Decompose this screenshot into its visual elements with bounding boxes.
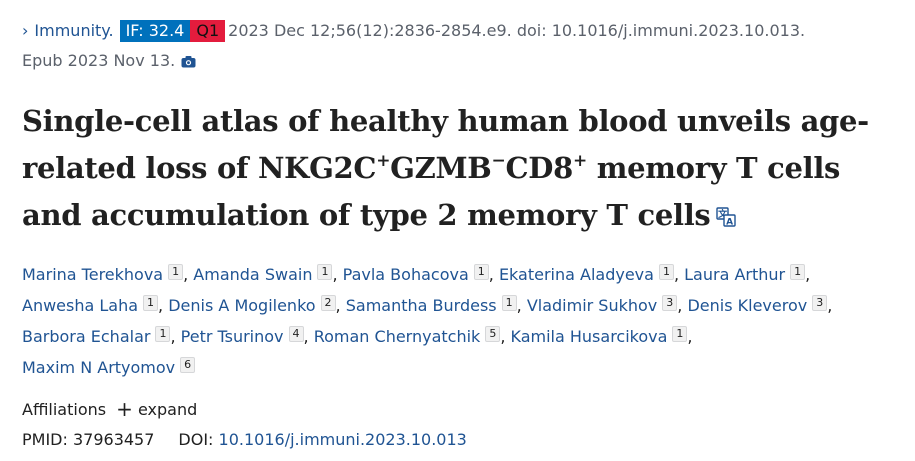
- doi-link[interactable]: 10.1016/j.immuni.2023.10.013: [218, 430, 467, 449]
- title-text-4: memory T cells and accumulation of type …: [22, 151, 841, 232]
- affiliation-number[interactable]: 1: [658, 264, 674, 280]
- author-item: Marina Terekhova 1,: [22, 264, 189, 284]
- pmid: PMID: 37963457: [22, 430, 155, 449]
- author-link[interactable]: Maxim N Artyomov: [22, 358, 176, 377]
- journal-link[interactable]: Immunity.: [34, 21, 114, 40]
- doi-label: DOI:: [178, 430, 214, 449]
- affiliation-number[interactable]: 1: [672, 326, 688, 342]
- author-item: Denis A Mogilenko 2,: [168, 295, 341, 315]
- affiliation-number[interactable]: 1: [143, 295, 159, 311]
- article-title: Single-cell atlas of healthy human blood…: [22, 98, 902, 241]
- affiliation-number[interactable]: 1: [473, 264, 489, 280]
- title-text-3: CD8: [505, 151, 573, 185]
- author-link[interactable]: Samantha Burdess: [345, 296, 497, 315]
- author-link[interactable]: Denis Kleverov: [687, 296, 808, 315]
- author-item: Ekaterina Aladyeva 1,: [498, 264, 680, 284]
- affiliation-number[interactable]: 6: [180, 357, 196, 373]
- plus-icon: +: [116, 397, 133, 421]
- author-item: Anwesha Laha 1,: [22, 295, 164, 315]
- author-item: Vladimir Sukhov 3,: [526, 295, 683, 315]
- affiliations-label: Affiliations: [22, 400, 107, 419]
- author-list: Marina Terekhova 1, Amanda Swain 1, Pavla …: [22, 259, 902, 383]
- impact-factor-badge: IF: 32.4: [119, 20, 191, 42]
- author-item: Maxim N Artyomov 6: [22, 357, 196, 377]
- title-sup-3: +: [573, 151, 587, 171]
- author-item: Samantha Burdess 1,: [345, 295, 522, 315]
- citation-line: › Immunity. IF: 32.4 Q1 2023 Dec 12;56(12):2…: [22, 20, 902, 42]
- author-item: Petr Tsurinov 4,: [180, 326, 309, 346]
- author-link[interactable]: Ekaterina Aladyeva: [498, 265, 654, 284]
- affiliation-number[interactable]: 3: [812, 295, 828, 311]
- title-sup-1: +: [376, 151, 391, 171]
- affiliations-row: Affiliations + expand: [22, 398, 197, 421]
- author-item: Denis Kleverov 3,: [687, 295, 833, 315]
- title-text-1: Single-cell atlas of healthy human blood…: [22, 104, 869, 185]
- author-item: Amanda Swain 1,: [193, 264, 338, 284]
- epub-line: Epub 2023 Nov 13.: [22, 50, 196, 74]
- author-link[interactable]: Denis A Mogilenko: [168, 296, 316, 315]
- author-link[interactable]: Marina Terekhova: [22, 265, 164, 284]
- affiliations-expand-button[interactable]: + expand: [116, 397, 198, 421]
- author-item: Barbora Echalar 1,: [22, 326, 176, 346]
- author-link[interactable]: Barbora Echalar: [22, 327, 151, 346]
- author-link[interactable]: Petr Tsurinov: [180, 327, 284, 346]
- affiliation-number[interactable]: 1: [317, 264, 333, 280]
- author-link[interactable]: Laura Arthur: [684, 265, 786, 284]
- affiliation-number[interactable]: 3: [662, 295, 678, 311]
- author-link[interactable]: Vladimir Sukhov: [526, 296, 658, 315]
- author-item: Kamila Husarcikova 1,: [510, 326, 693, 346]
- svg-text:A: A: [727, 218, 734, 228]
- citation-details: 2023 Dec 12;56(12):2836-2854.e9. doi: 10…: [228, 21, 806, 40]
- affiliation-number[interactable]: 4: [288, 326, 304, 342]
- affiliation-number[interactable]: 1: [790, 264, 806, 280]
- chevron-right-icon[interactable]: ›: [22, 21, 29, 40]
- expand-label: expand: [137, 400, 198, 419]
- quartile-badge: Q1: [190, 20, 226, 42]
- epub-date: Epub 2023 Nov 13.: [22, 51, 176, 70]
- camera-icon[interactable]: [181, 52, 196, 74]
- author-link[interactable]: Amanda Swain: [193, 265, 313, 284]
- author-item: Laura Arthur 1,: [684, 264, 811, 284]
- affiliation-number[interactable]: 1: [155, 326, 171, 342]
- author-link[interactable]: Kamila Husarcikova: [510, 327, 668, 346]
- title-text-2: GZMB: [390, 151, 492, 185]
- affiliation-number[interactable]: 1: [168, 264, 184, 280]
- affiliation-number[interactable]: 2: [320, 295, 336, 311]
- title-sup-2: −: [491, 151, 506, 171]
- svg-text:文: 文: [718, 208, 729, 220]
- affiliation-number[interactable]: 1: [501, 295, 517, 311]
- identifiers-row: PMID: 37963457 DOI: 10.1016/j.immuni.2023…: [22, 429, 467, 451]
- author-item: Roman Chernyatchik 5,: [313, 326, 506, 346]
- author-item: Pavla Bohacova 1,: [342, 264, 494, 284]
- affiliation-number[interactable]: 5: [485, 326, 501, 342]
- author-link[interactable]: Anwesha Laha: [22, 296, 139, 315]
- author-link[interactable]: Roman Chernyatchik: [313, 327, 481, 346]
- author-link[interactable]: Pavla Bohacova: [342, 265, 469, 284]
